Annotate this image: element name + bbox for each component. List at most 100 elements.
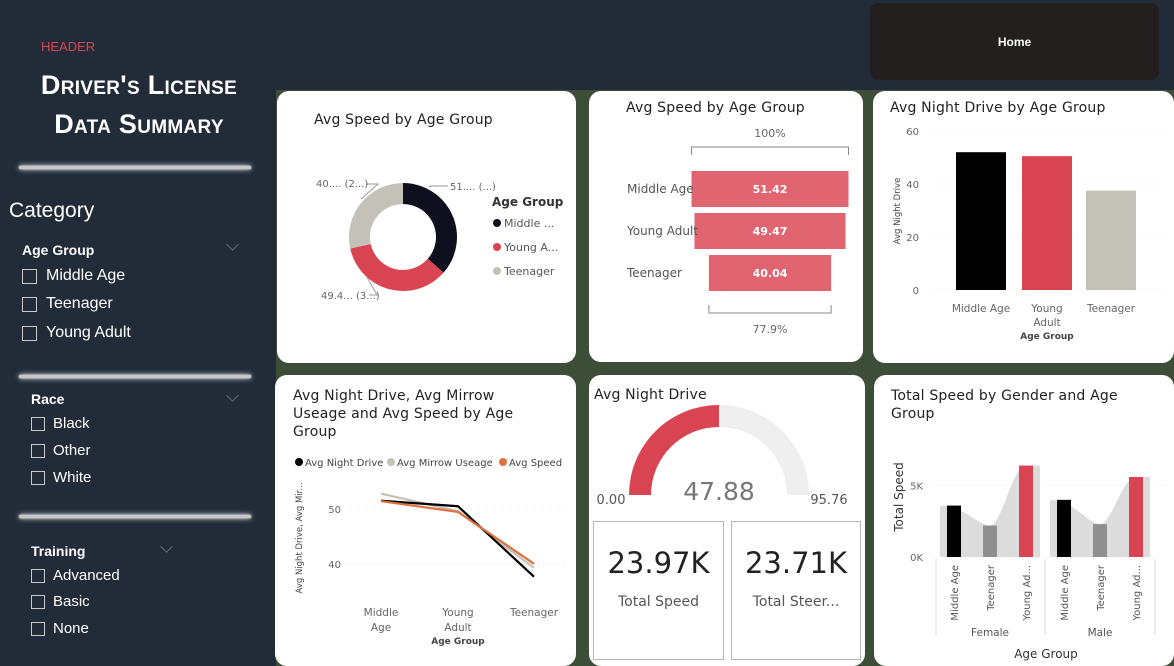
funnel-category-label: Teenager bbox=[626, 266, 682, 280]
line-chart-title-line: Avg Night Drive, Avg Mirrow bbox=[293, 388, 495, 404]
leader-line bbox=[366, 276, 378, 296]
leader-line bbox=[428, 185, 448, 188]
funnel-bottom-label: 77.9% bbox=[753, 323, 788, 336]
training-slicer-title: Training bbox=[31, 543, 86, 559]
funnel-bar bbox=[691, 171, 849, 207]
race-option-other[interactable]: Other bbox=[31, 442, 91, 459]
x-tick-label: Young bbox=[1030, 303, 1062, 315]
age-group-chevron-down-icon[interactable] bbox=[226, 238, 239, 251]
divider bbox=[19, 515, 251, 518]
checkbox[interactable] bbox=[31, 594, 45, 609]
bar bbox=[983, 525, 997, 557]
x-tick-label: Young bbox=[441, 607, 473, 619]
divider bbox=[19, 166, 251, 169]
funnel-value-label: 49.47 bbox=[753, 225, 788, 238]
gauge-title: Avg Night Drive bbox=[594, 387, 707, 403]
checkbox[interactable] bbox=[22, 325, 37, 341]
donut-chart-card: Avg Speed by Age Group 51.... (...) 49.4.… bbox=[277, 91, 576, 363]
x-axis-label: Age Group bbox=[431, 637, 485, 647]
legend-label: Middle ... bbox=[504, 217, 554, 230]
x-tick-label: Middle bbox=[364, 607, 399, 619]
y-tick-label: 20 bbox=[906, 233, 919, 244]
funnel-top-label: 100% bbox=[754, 127, 785, 140]
legend-marker bbox=[493, 219, 501, 227]
bar bbox=[1093, 524, 1107, 557]
line-chart-card: Avg Night Drive, Avg Mirrow Useage and A… bbox=[275, 375, 576, 666]
x-group-label: Female bbox=[971, 627, 1009, 639]
y-tick-label: 50 bbox=[328, 505, 341, 516]
x-tick-label: Middle Age bbox=[950, 565, 961, 621]
gauge-fill bbox=[629, 405, 719, 495]
checkbox[interactable] bbox=[31, 621, 45, 636]
kpi-total-steer: 23.71K Total Steer... bbox=[731, 521, 861, 660]
ribbon-area bbox=[940, 465, 1040, 557]
y-axis-label: Avg Night Drive bbox=[893, 178, 903, 245]
line-chart-title-line: Group bbox=[293, 424, 337, 440]
night-drive-bar-card: Avg Night Drive by Age Group 0 20 40 60 Midd… bbox=[873, 91, 1174, 363]
gauge-value: 47.88 bbox=[683, 477, 755, 506]
race-slicer-title: Race bbox=[31, 391, 65, 407]
series-line bbox=[380, 500, 535, 565]
line-chart: 40 50 Avg Night Drive Avg Mirrow Useage Avg … bbox=[295, 458, 565, 647]
funnel-category-label: Young Adult bbox=[626, 224, 698, 238]
checkbox[interactable] bbox=[31, 568, 45, 583]
bar bbox=[1129, 477, 1143, 557]
age-group-option-middle-age[interactable]: Middle Age bbox=[22, 267, 125, 285]
funnel-chart-title: Avg Speed by Age Group bbox=[626, 100, 805, 116]
race-chevron-down-icon[interactable] bbox=[226, 389, 239, 402]
ribbon-area bbox=[1050, 477, 1150, 557]
race-option-black[interactable]: Black bbox=[31, 415, 90, 432]
x-tick-label: Teenager bbox=[509, 607, 559, 619]
age-group-option-young-adult[interactable]: Young Adult bbox=[22, 324, 131, 342]
checkbox[interactable] bbox=[22, 296, 37, 312]
leader-line bbox=[360, 183, 380, 200]
training-option-basic[interactable]: Basic bbox=[31, 593, 90, 610]
checkbox[interactable] bbox=[31, 470, 45, 485]
funnel-bottom-bracket bbox=[708, 305, 832, 314]
bar bbox=[947, 505, 961, 557]
checkbox[interactable] bbox=[22, 268, 37, 284]
x-tick-label: Adult bbox=[444, 622, 471, 634]
y-tick-label: 0K bbox=[910, 553, 923, 564]
kpi-total-steer-label: Total Steer... bbox=[752, 594, 840, 610]
y-axis-label: Avg Night Drive, Avg Mir... bbox=[295, 482, 305, 593]
x-axis-label: Age Group bbox=[1014, 647, 1078, 661]
age-group-slicer-title: Age Group bbox=[22, 242, 95, 258]
age-group-option-teenager[interactable]: Teenager bbox=[22, 295, 113, 313]
legend-label: Avg Night Drive bbox=[305, 458, 383, 469]
bar bbox=[1019, 465, 1033, 557]
gender-bar-chart: 5K 0K Middle Age Teenager Young Ad... Female M… bbox=[892, 462, 1166, 661]
kpi-total-steer-value: 23.71K bbox=[744, 546, 848, 580]
legend-marker bbox=[493, 243, 501, 251]
x-tick-label: Teenager bbox=[1096, 564, 1107, 612]
y-tick-label: 60 bbox=[906, 127, 919, 138]
home-button[interactable]: Home bbox=[870, 3, 1159, 80]
donut-slice bbox=[349, 183, 403, 249]
donut-slice bbox=[403, 183, 457, 273]
x-tick-label: Age bbox=[371, 622, 391, 634]
funnel-value-label: 51.42 bbox=[753, 183, 788, 196]
slice-label: 51.... (...) bbox=[450, 182, 496, 193]
x-tick-label: Young Ad... bbox=[1022, 565, 1033, 622]
category-title: Category bbox=[9, 199, 95, 222]
donut-chart-title: Avg Speed by Age Group bbox=[314, 112, 493, 128]
y-tick-label: 5K bbox=[910, 482, 923, 493]
bar bbox=[1057, 499, 1071, 557]
night-drive-bar-chart: 0 20 40 60 Middle Age Young Adult Teenager Age G… bbox=[893, 127, 1163, 342]
x-axis-label: Age Group bbox=[1020, 332, 1074, 342]
page-title-line2: Data Summary bbox=[54, 109, 224, 139]
legend-marker bbox=[387, 458, 395, 466]
checkbox[interactable] bbox=[31, 416, 45, 431]
donut-chart: 51.... (...) 49.4... (3...) 40.... (2...) A… bbox=[316, 179, 564, 302]
checkbox[interactable] bbox=[31, 443, 45, 458]
training-option-advanced[interactable]: Advanced bbox=[31, 567, 120, 584]
donut-slice bbox=[350, 244, 444, 291]
race-option-white[interactable]: White bbox=[31, 469, 91, 486]
page-title-line1: Driver's License bbox=[40, 70, 238, 100]
x-tick-label: Young Ad... bbox=[1132, 565, 1143, 622]
kpi-total-speed: 23.97K Total Speed bbox=[593, 521, 724, 660]
kpi-total-speed-label: Total Speed bbox=[617, 594, 700, 610]
line-chart-title: Avg Night Drive, Avg Mirrow Useage and A… bbox=[293, 387, 513, 441]
training-chevron-down-icon[interactable] bbox=[160, 540, 173, 553]
training-option-none[interactable]: None bbox=[31, 620, 89, 637]
